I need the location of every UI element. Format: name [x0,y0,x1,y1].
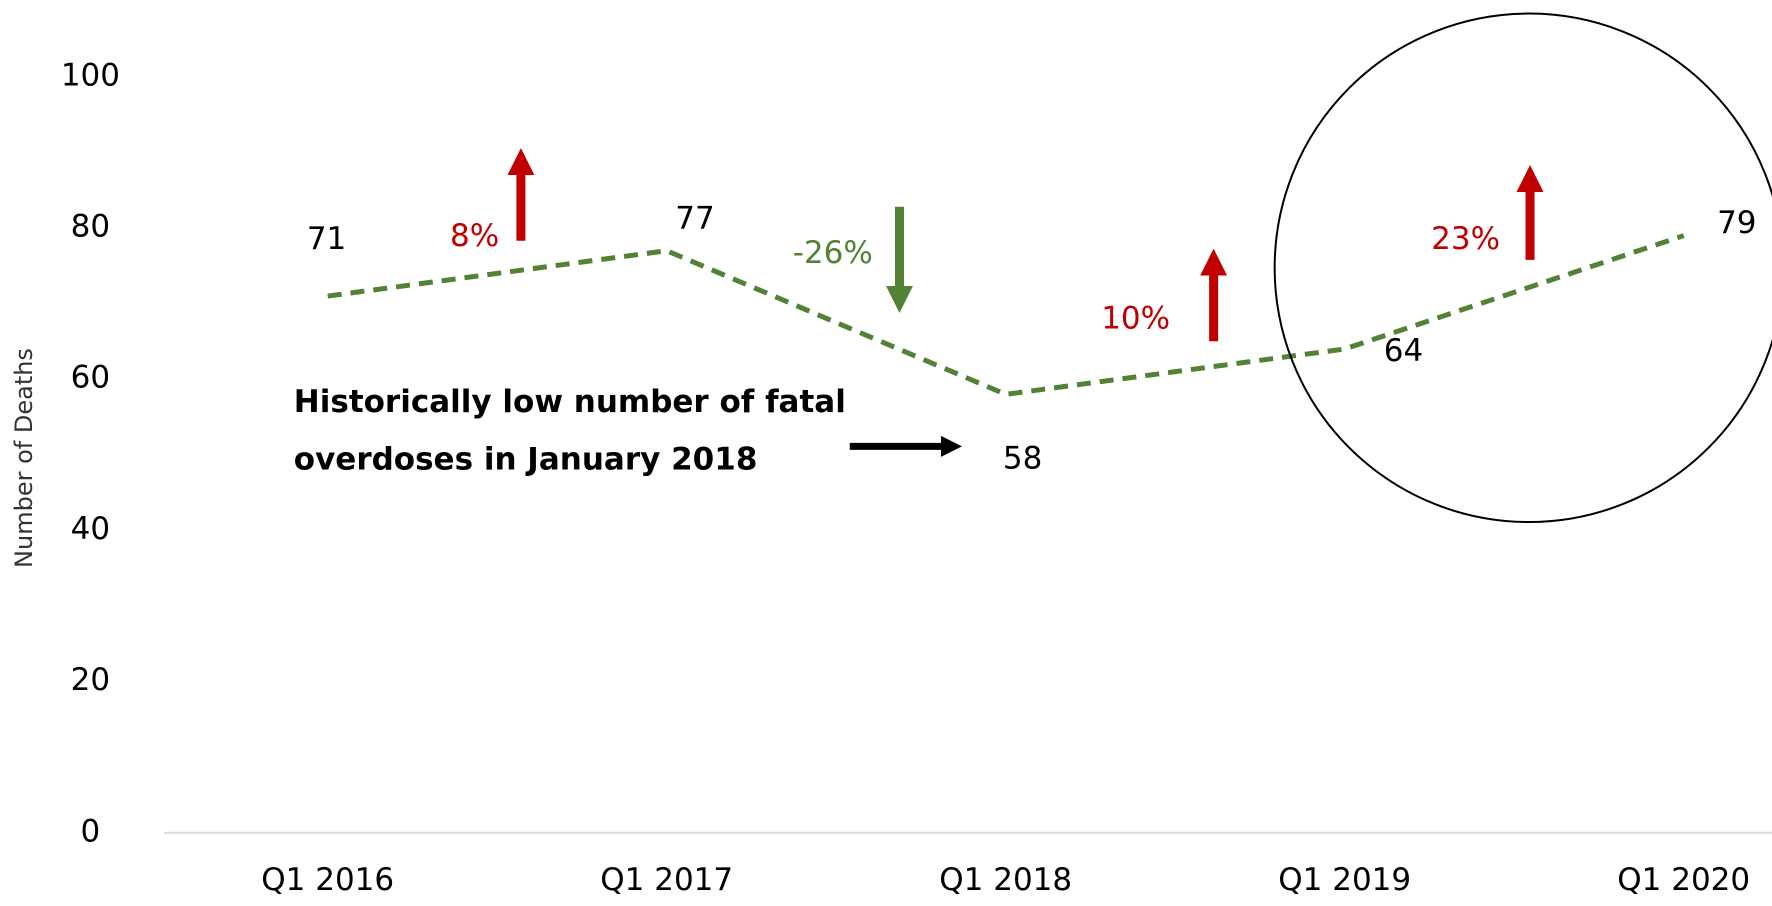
highlight-circle [1273,12,1772,523]
data-label: 79 [1717,205,1756,241]
y-tick-label: 20 [71,662,110,698]
y-tick-label: 80 [71,209,110,245]
annotation-text: Historically low number of fatal [294,384,846,420]
y-axis-label: Number of Deaths [10,348,38,568]
data-label: 71 [307,221,346,257]
change-label: 10% [1101,300,1170,336]
x-tick-label: Q1 2018 [939,862,1072,898]
change-label: -26% [793,235,873,271]
y-tick-label: 40 [71,511,110,547]
data-label: 77 [675,201,714,237]
change-label: 23% [1431,221,1500,257]
x-tick-label: Q1 2017 [600,862,733,898]
x-tick-label: Q1 2020 [1617,862,1750,898]
y-tick-label: 100 [61,57,120,93]
y-tick-label: 60 [71,360,110,396]
line-series [327,233,1685,397]
x-tick-label: Q1 2016 [261,862,394,898]
change-label: 8% [450,218,499,254]
y-tick-label: 0 [81,813,101,849]
x-tick-label: Q1 2019 [1278,862,1411,898]
annotation-text: overdoses in January 2018 [294,442,758,478]
data-label: 64 [1384,333,1423,369]
data-label: 58 [1003,440,1042,476]
